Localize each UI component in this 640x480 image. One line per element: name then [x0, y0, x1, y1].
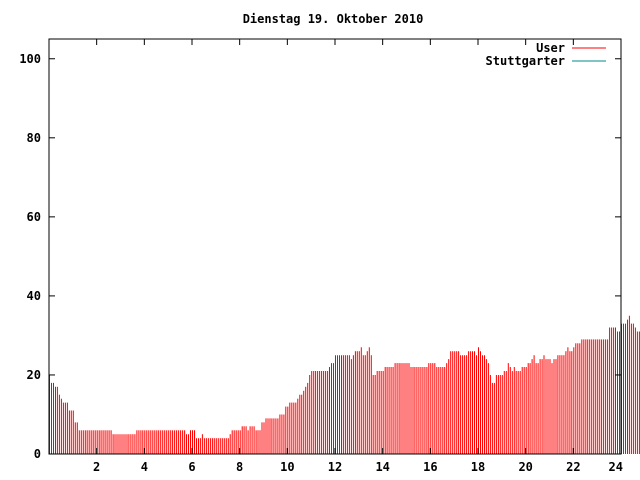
x-tick-label: 20	[518, 460, 532, 474]
x-tick-label: 18	[471, 460, 485, 474]
y-tick-label: 100	[19, 52, 41, 66]
legend-label: Stuttgarter	[486, 54, 565, 68]
x-tick-label: 2	[93, 460, 100, 474]
y-tick-label: 60	[27, 210, 41, 224]
legend-label: User	[536, 41, 565, 55]
y-tick-label: 40	[27, 289, 41, 303]
x-tick-label: 6	[188, 460, 195, 474]
x-tick-label: 14	[375, 460, 389, 474]
y-tick-label: 80	[27, 131, 41, 145]
x-tick-label: 8	[236, 460, 243, 474]
chart-title: Dienstag 19. Oktober 2010	[243, 12, 424, 26]
x-tick-label: 10	[280, 460, 294, 474]
x-tick-label: 16	[423, 460, 437, 474]
x-tick-label: 22	[566, 460, 580, 474]
x-tick-label: 24	[609, 460, 623, 474]
user-bars	[49, 315, 640, 454]
y-tick-label: 0	[34, 447, 41, 461]
y-tick-label: 20	[27, 368, 41, 382]
x-tick-label: 4	[141, 460, 148, 474]
x-tick-label: 12	[328, 460, 342, 474]
